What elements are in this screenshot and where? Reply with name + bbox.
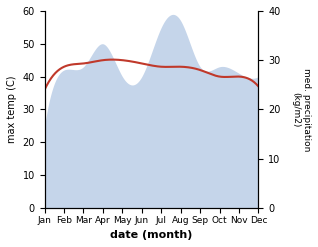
X-axis label: date (month): date (month) <box>110 230 193 240</box>
Y-axis label: med. precipitation
(kg/m2): med. precipitation (kg/m2) <box>292 68 311 151</box>
Y-axis label: max temp (C): max temp (C) <box>7 76 17 143</box>
